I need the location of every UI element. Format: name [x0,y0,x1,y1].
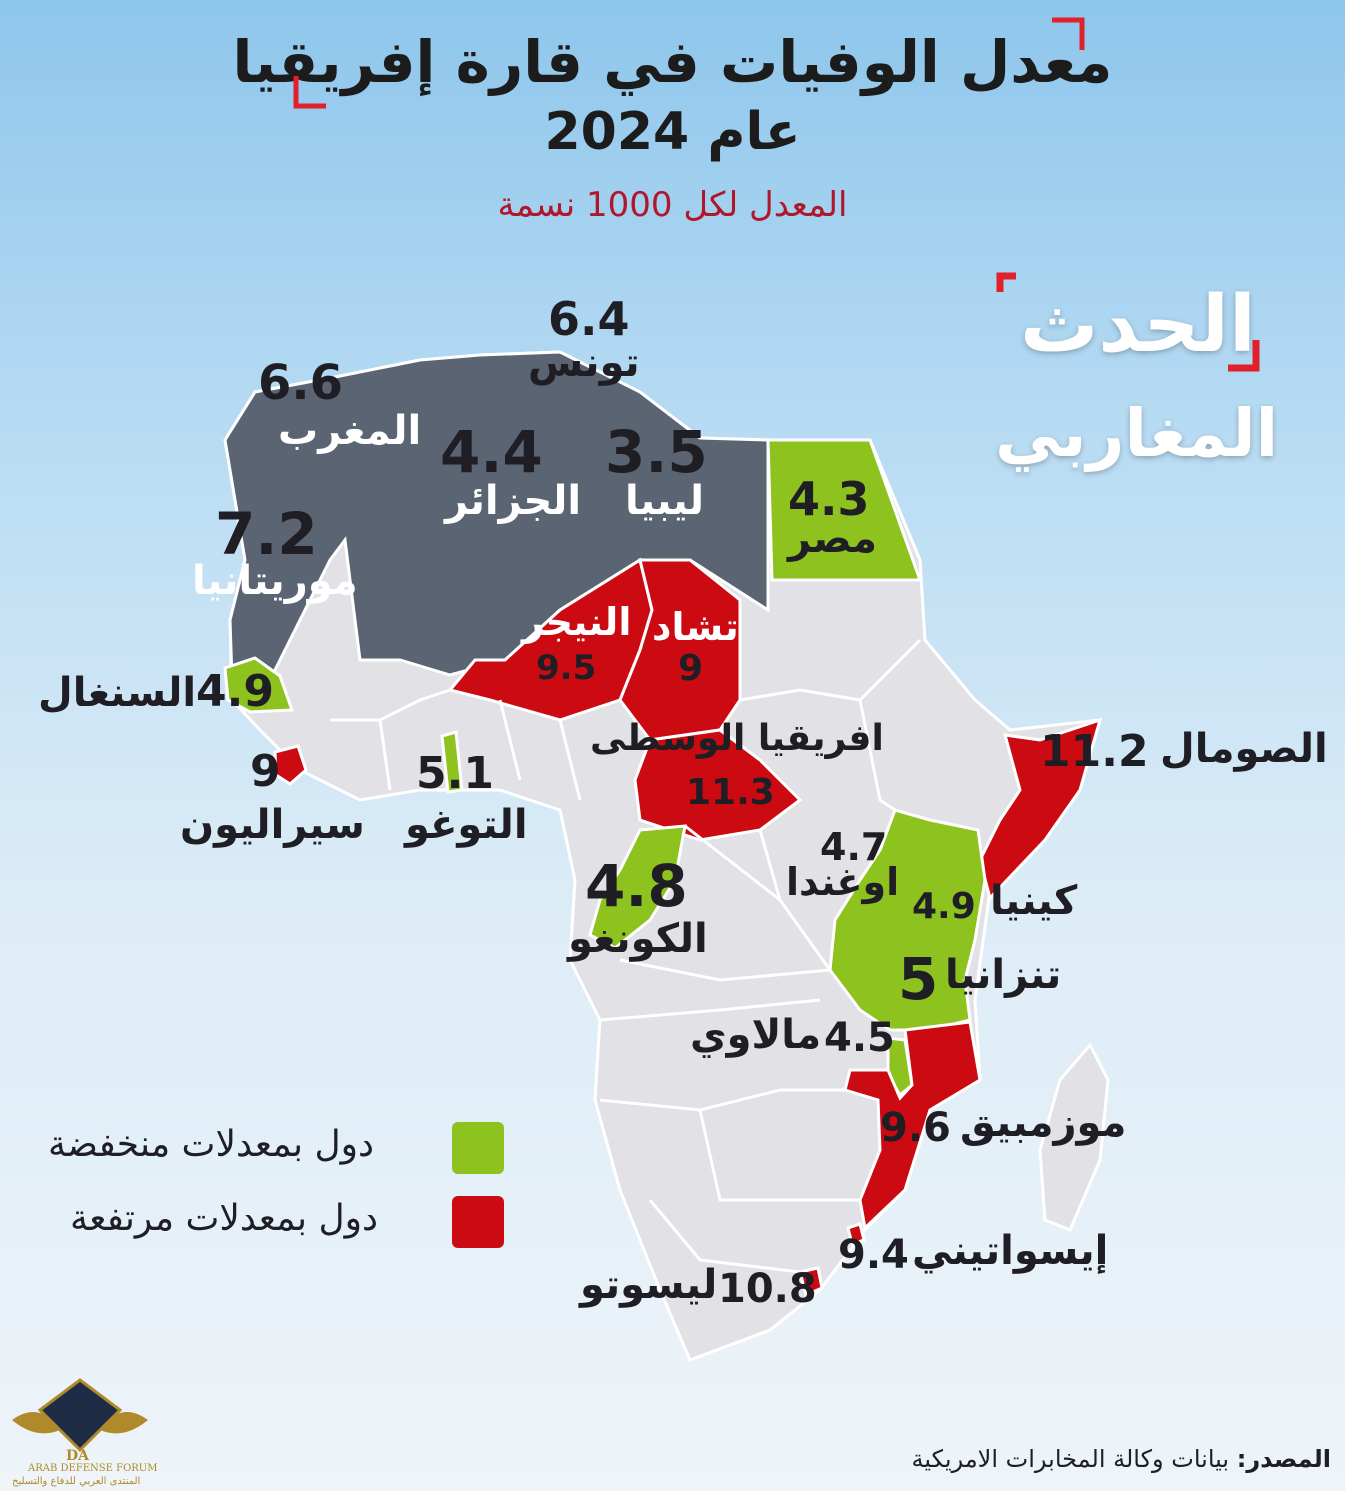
eswatini-region [846,1222,866,1246]
tanzania-value: 5 [898,945,939,1013]
sierra-leone-value: 9 [250,746,281,797]
internal-borders [330,638,922,1274]
legend-low-swatch [452,1122,504,1174]
uganda-name: اوغندا [786,860,900,904]
brand-bracket-bottom-right [1228,340,1260,372]
madagascar [1038,1042,1110,1232]
brand-name-top: الحدث [1020,280,1256,370]
sierra-leone-region [273,744,308,786]
mauritania-name: موريتانيا [192,558,358,604]
lesotho-value: 10.8 [718,1266,817,1312]
chad-name: تشاد [652,605,739,649]
egypt-region [766,438,923,582]
brand-name-bottom: المغاربي [995,395,1279,472]
senegal-name: السنغال [38,670,197,716]
morocco-value: 6.6 [258,355,344,411]
wing-left-icon [12,1412,60,1434]
congo-value: 4.8 [585,852,688,920]
title-bracket-bottom-left [293,76,326,109]
libya-value: 3.5 [605,418,708,486]
legend-high-swatch [452,1196,504,1248]
page-title-year: عام 2024 [544,102,801,162]
algeria-value: 4.4 [440,418,543,486]
mozambique-region [843,1020,982,1232]
togo-region [440,730,464,794]
uganda-value: 4.7 [820,825,888,869]
kenya-value: 4.9 [912,886,976,927]
logo-name-en: ARAB DEFENSE FORUM [28,1463,158,1474]
wing-right-icon [100,1412,148,1434]
source-label: المصدر: [1236,1445,1331,1473]
legend-low-label: دول بمعدلات منخفضة [48,1124,375,1165]
senegal-value: 4.9 [196,666,274,717]
somalia-region [978,717,1103,901]
lesotho-name: ليسوتو [580,1262,718,1308]
eswatini-name: إيسواتيني [912,1228,1109,1274]
tanzania-name: تنزانيا [945,952,1062,998]
sierra-leone-name: سيراليون [180,802,365,848]
somalia-value: 11.2 [1040,726,1149,777]
page-title: معدل الوفيات في قارة إفريقيا [232,28,1113,96]
shield-icon [37,1378,123,1453]
lesotho-region [798,1266,824,1298]
title-bracket-top-right [1052,17,1085,50]
kenya-name: كينيا [990,878,1078,924]
togo-value: 5.1 [416,748,494,799]
car-value: 11.3 [686,772,775,813]
congo-name: الكونغو [568,916,708,962]
malawi-value: 4.5 [824,1015,895,1061]
legend-high-label: دول بمعدلات مرتفعة [70,1198,379,1239]
logo-initials: DA [66,1448,90,1464]
eswatini-value: 9.4 [838,1232,909,1278]
togo-name: التوغو [405,802,528,848]
senegal-region [223,656,295,714]
mozambique-value: 9.6 [880,1105,951,1151]
niger-name: النيجر [522,600,632,644]
source-text: بيانات وكالة المخابرات الامريكية [911,1445,1230,1473]
tunisia-name: تونس [528,340,640,386]
tunisia-value: 6.4 [548,292,630,346]
morocco-name: المغرب [278,408,422,454]
mozambique-name: موزمبيق [960,1100,1127,1146]
egypt-name: مصر [788,516,878,562]
chad-value: 9 [678,648,704,689]
page-subtitle: المعدل لكل 1000 نسمة [497,185,848,225]
libya-name: ليبيا [625,478,705,524]
mauritania-value: 7.2 [215,500,318,568]
source-note: المصدر: بيانات وكالة المخابرات الامريكية [912,1445,1331,1473]
malawi-name: مالاوي [690,1012,822,1058]
egypt-value: 4.3 [788,472,870,526]
niger-value: 9.5 [536,648,597,688]
somalia-name: الصومال [1160,726,1328,772]
algeria-name: الجزائر [445,478,582,524]
brand-bracket-top-left [996,272,1016,292]
logo-name-ar: المنتدى العربي للدفاع والتسليح [12,1476,141,1487]
car-name: افريقيا الوسطى [590,718,884,759]
congo-region [588,824,687,950]
